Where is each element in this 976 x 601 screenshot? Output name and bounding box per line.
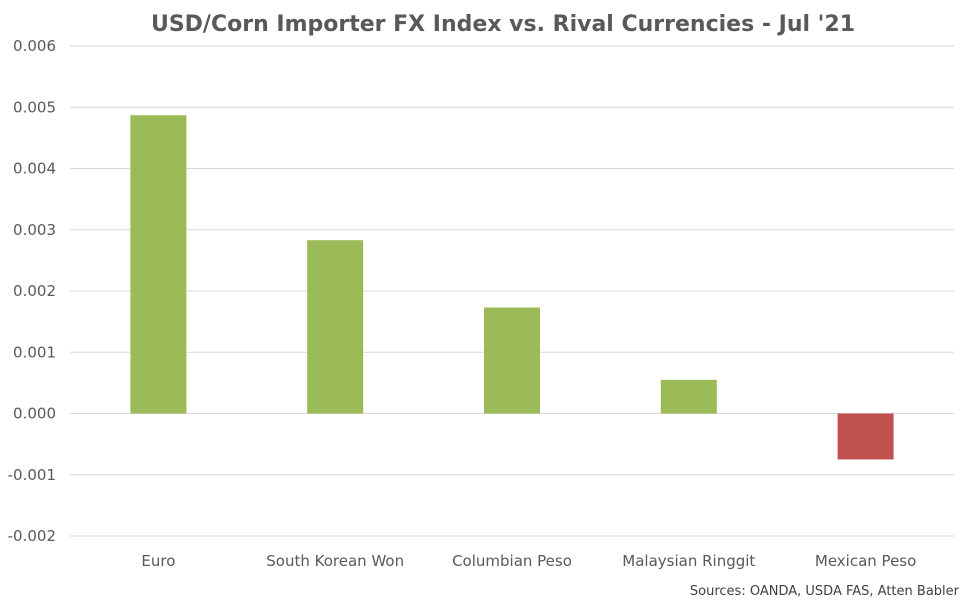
bars bbox=[130, 115, 894, 460]
source-note: Sources: OANDA, USDA FAS, Atten Babler bbox=[690, 584, 960, 599]
gridlines bbox=[70, 45, 954, 537]
y-tick-label: -0.002 bbox=[8, 527, 56, 545]
bar-columbian-peso bbox=[484, 307, 540, 414]
chart-title: USD/Corn Importer FX Index vs. Rival Cur… bbox=[151, 12, 855, 37]
category-label: Columbian Peso bbox=[452, 552, 572, 570]
y-axis-tick-labels: 0.006 0.005 0.004 0.003 0.002 0.001 0.000 -0.00… bbox=[8, 37, 56, 545]
bar-euro bbox=[130, 115, 187, 414]
y-tick-label: -0.001 bbox=[8, 466, 56, 484]
category-label: Euro bbox=[141, 552, 175, 570]
y-tick-label: 0.006 bbox=[13, 37, 56, 55]
y-tick-label: 0.001 bbox=[13, 343, 56, 361]
bar-south-korean-won bbox=[307, 240, 364, 414]
bar-mexican-peso bbox=[837, 413, 894, 460]
category-label: Malaysian Ringgit bbox=[622, 552, 755, 570]
category-label: South Korean Won bbox=[266, 552, 404, 570]
y-tick-label: 0.004 bbox=[13, 160, 56, 178]
y-tick-label: 0.003 bbox=[13, 221, 56, 239]
category-label: Mexican Peso bbox=[815, 552, 916, 570]
x-axis-category-labels: Euro South Korean Won Columbian Peso Malays… bbox=[141, 552, 916, 570]
y-tick-label: 0.002 bbox=[13, 282, 56, 300]
y-tick-label: 0.005 bbox=[13, 98, 56, 116]
bar-malaysian-ringgit bbox=[660, 379, 717, 414]
y-tick-label: 0.000 bbox=[13, 405, 56, 423]
